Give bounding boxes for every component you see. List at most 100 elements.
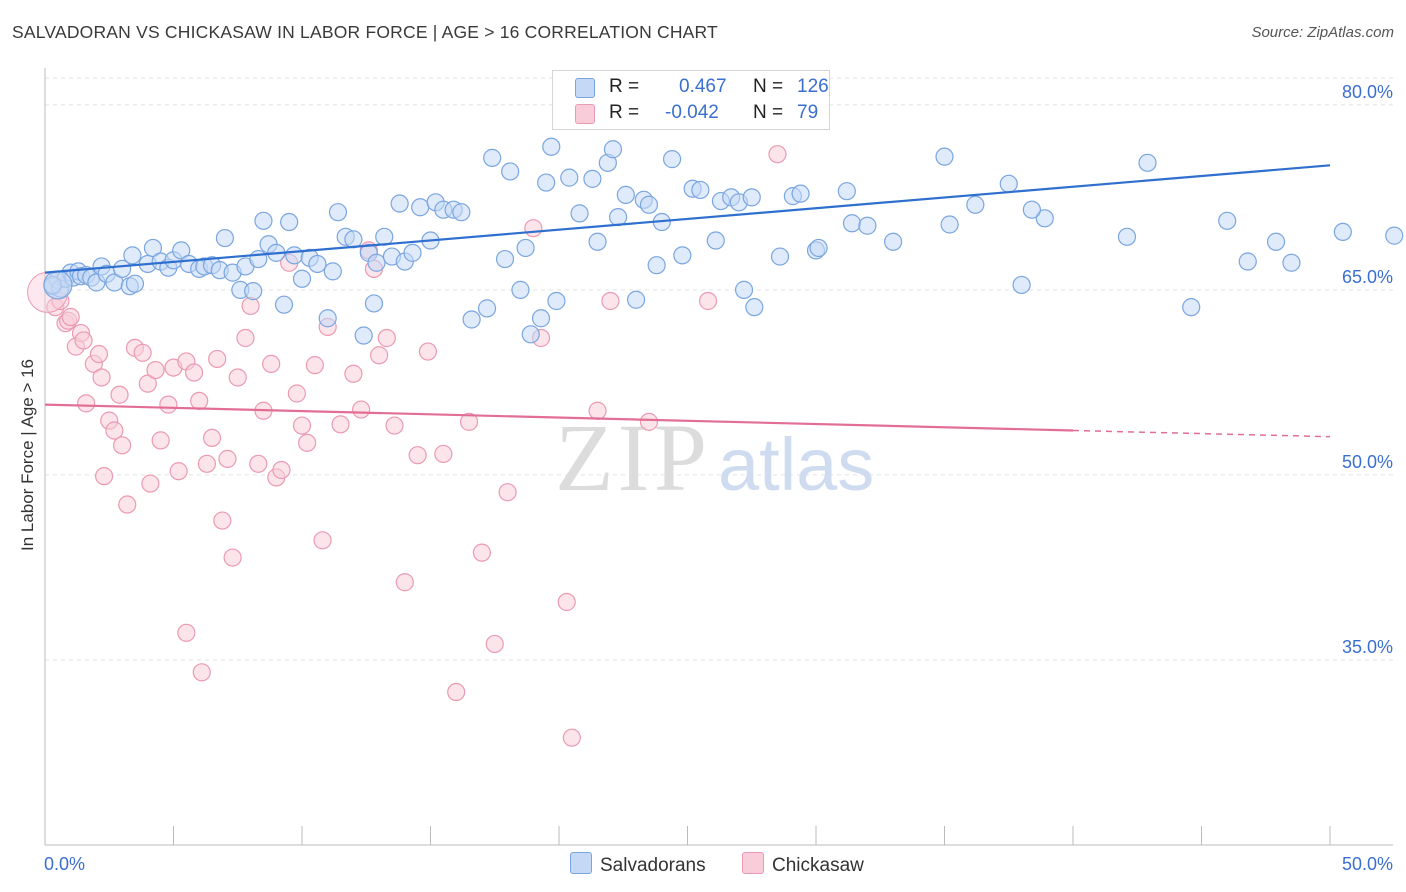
data-point [452, 203, 471, 222]
data-point [560, 168, 579, 187]
data-point [408, 446, 427, 465]
r-label: R = [609, 102, 640, 123]
data-point [118, 495, 137, 514]
data-point [354, 326, 373, 345]
data-point [298, 433, 317, 452]
data-point [842, 214, 862, 233]
data-point [95, 467, 114, 486]
x-tick-labels: 0.0% 50.0% [44, 854, 1393, 874]
data-point [547, 291, 566, 311]
r-label: R = [609, 76, 640, 97]
data-point [159, 395, 178, 414]
data-point [837, 182, 856, 201]
chickasaw-trend-line [44, 403, 1074, 432]
data-point [521, 325, 540, 344]
data-point [197, 454, 217, 473]
data-point [531, 309, 551, 328]
data-point [249, 249, 268, 269]
data-point [691, 180, 710, 200]
data-point [583, 169, 602, 188]
data-point [385, 416, 404, 435]
data-point [390, 194, 409, 213]
data-point [151, 431, 170, 450]
data-point [462, 310, 481, 329]
salvadorans-trend-line [44, 164, 1331, 274]
data-point [92, 368, 111, 387]
data-point [1182, 298, 1201, 317]
data-point [112, 259, 132, 279]
data-point [192, 663, 211, 682]
data-point [1282, 253, 1301, 272]
data-point [344, 364, 363, 383]
data-point [318, 309, 337, 328]
salvadorans-swatch [570, 852, 592, 874]
data-point [570, 204, 589, 223]
correlation-legend: R = 0.467 N = 126 R = -0.042 N = 79 [552, 70, 830, 130]
data-point [495, 249, 515, 269]
legend-item-chickasaw: Chickasaw [742, 852, 864, 877]
data-point [313, 531, 332, 550]
data-point [626, 290, 646, 309]
data-point [940, 215, 959, 234]
data-point [1138, 153, 1157, 172]
data-point [143, 238, 163, 258]
x-tick-label: 0.0% [44, 854, 85, 874]
data-point [485, 634, 504, 654]
data-point [403, 243, 422, 262]
watermark-atlas: atlas [718, 423, 874, 506]
n-value: 126 [797, 76, 829, 97]
data-point [236, 328, 255, 348]
data-point [411, 198, 430, 217]
data-point [184, 363, 204, 382]
data-point [105, 421, 124, 440]
data-point [74, 331, 93, 350]
data-point [588, 232, 607, 251]
y-tick-label: 35.0% [1342, 637, 1393, 657]
data-point [616, 185, 635, 204]
data-point [1333, 222, 1352, 242]
data-point [609, 207, 628, 227]
data-point [190, 391, 209, 411]
axes [44, 68, 1393, 846]
data-point [639, 412, 659, 431]
data-point [364, 294, 384, 313]
data-point [483, 148, 502, 167]
data-point [1035, 209, 1054, 228]
data-point [249, 454, 268, 473]
data-point [323, 262, 342, 281]
data-point [601, 291, 620, 311]
data-point [172, 241, 191, 260]
data-point-cluster [43, 270, 73, 300]
data-point [280, 212, 299, 232]
data-point [133, 343, 152, 362]
data-point [698, 291, 718, 311]
data-point [328, 203, 348, 222]
data-point [501, 162, 520, 181]
data-point [287, 384, 306, 403]
data-point [208, 349, 227, 369]
data-point [215, 228, 234, 248]
data-point [883, 232, 903, 251]
data-point [367, 253, 386, 272]
data-point [110, 385, 129, 404]
data-point [418, 342, 438, 361]
data-point [1266, 232, 1286, 251]
data-point [447, 682, 466, 702]
data-point [228, 368, 247, 387]
n-label: N = [753, 76, 784, 97]
data-point [1117, 227, 1137, 246]
data-point [125, 274, 145, 293]
data-point [673, 246, 692, 265]
data-point [244, 282, 263, 301]
data-point [169, 462, 188, 481]
chickasaw-swatch [742, 852, 764, 874]
legend-label: Chickasaw [772, 855, 864, 876]
legend-item-salvadorans: Salvadorans [570, 852, 706, 877]
data-point [459, 412, 479, 431]
data-point [472, 543, 491, 562]
data-point [61, 307, 80, 327]
data-point [742, 188, 761, 207]
data-point [285, 246, 304, 265]
data-point [791, 184, 810, 203]
